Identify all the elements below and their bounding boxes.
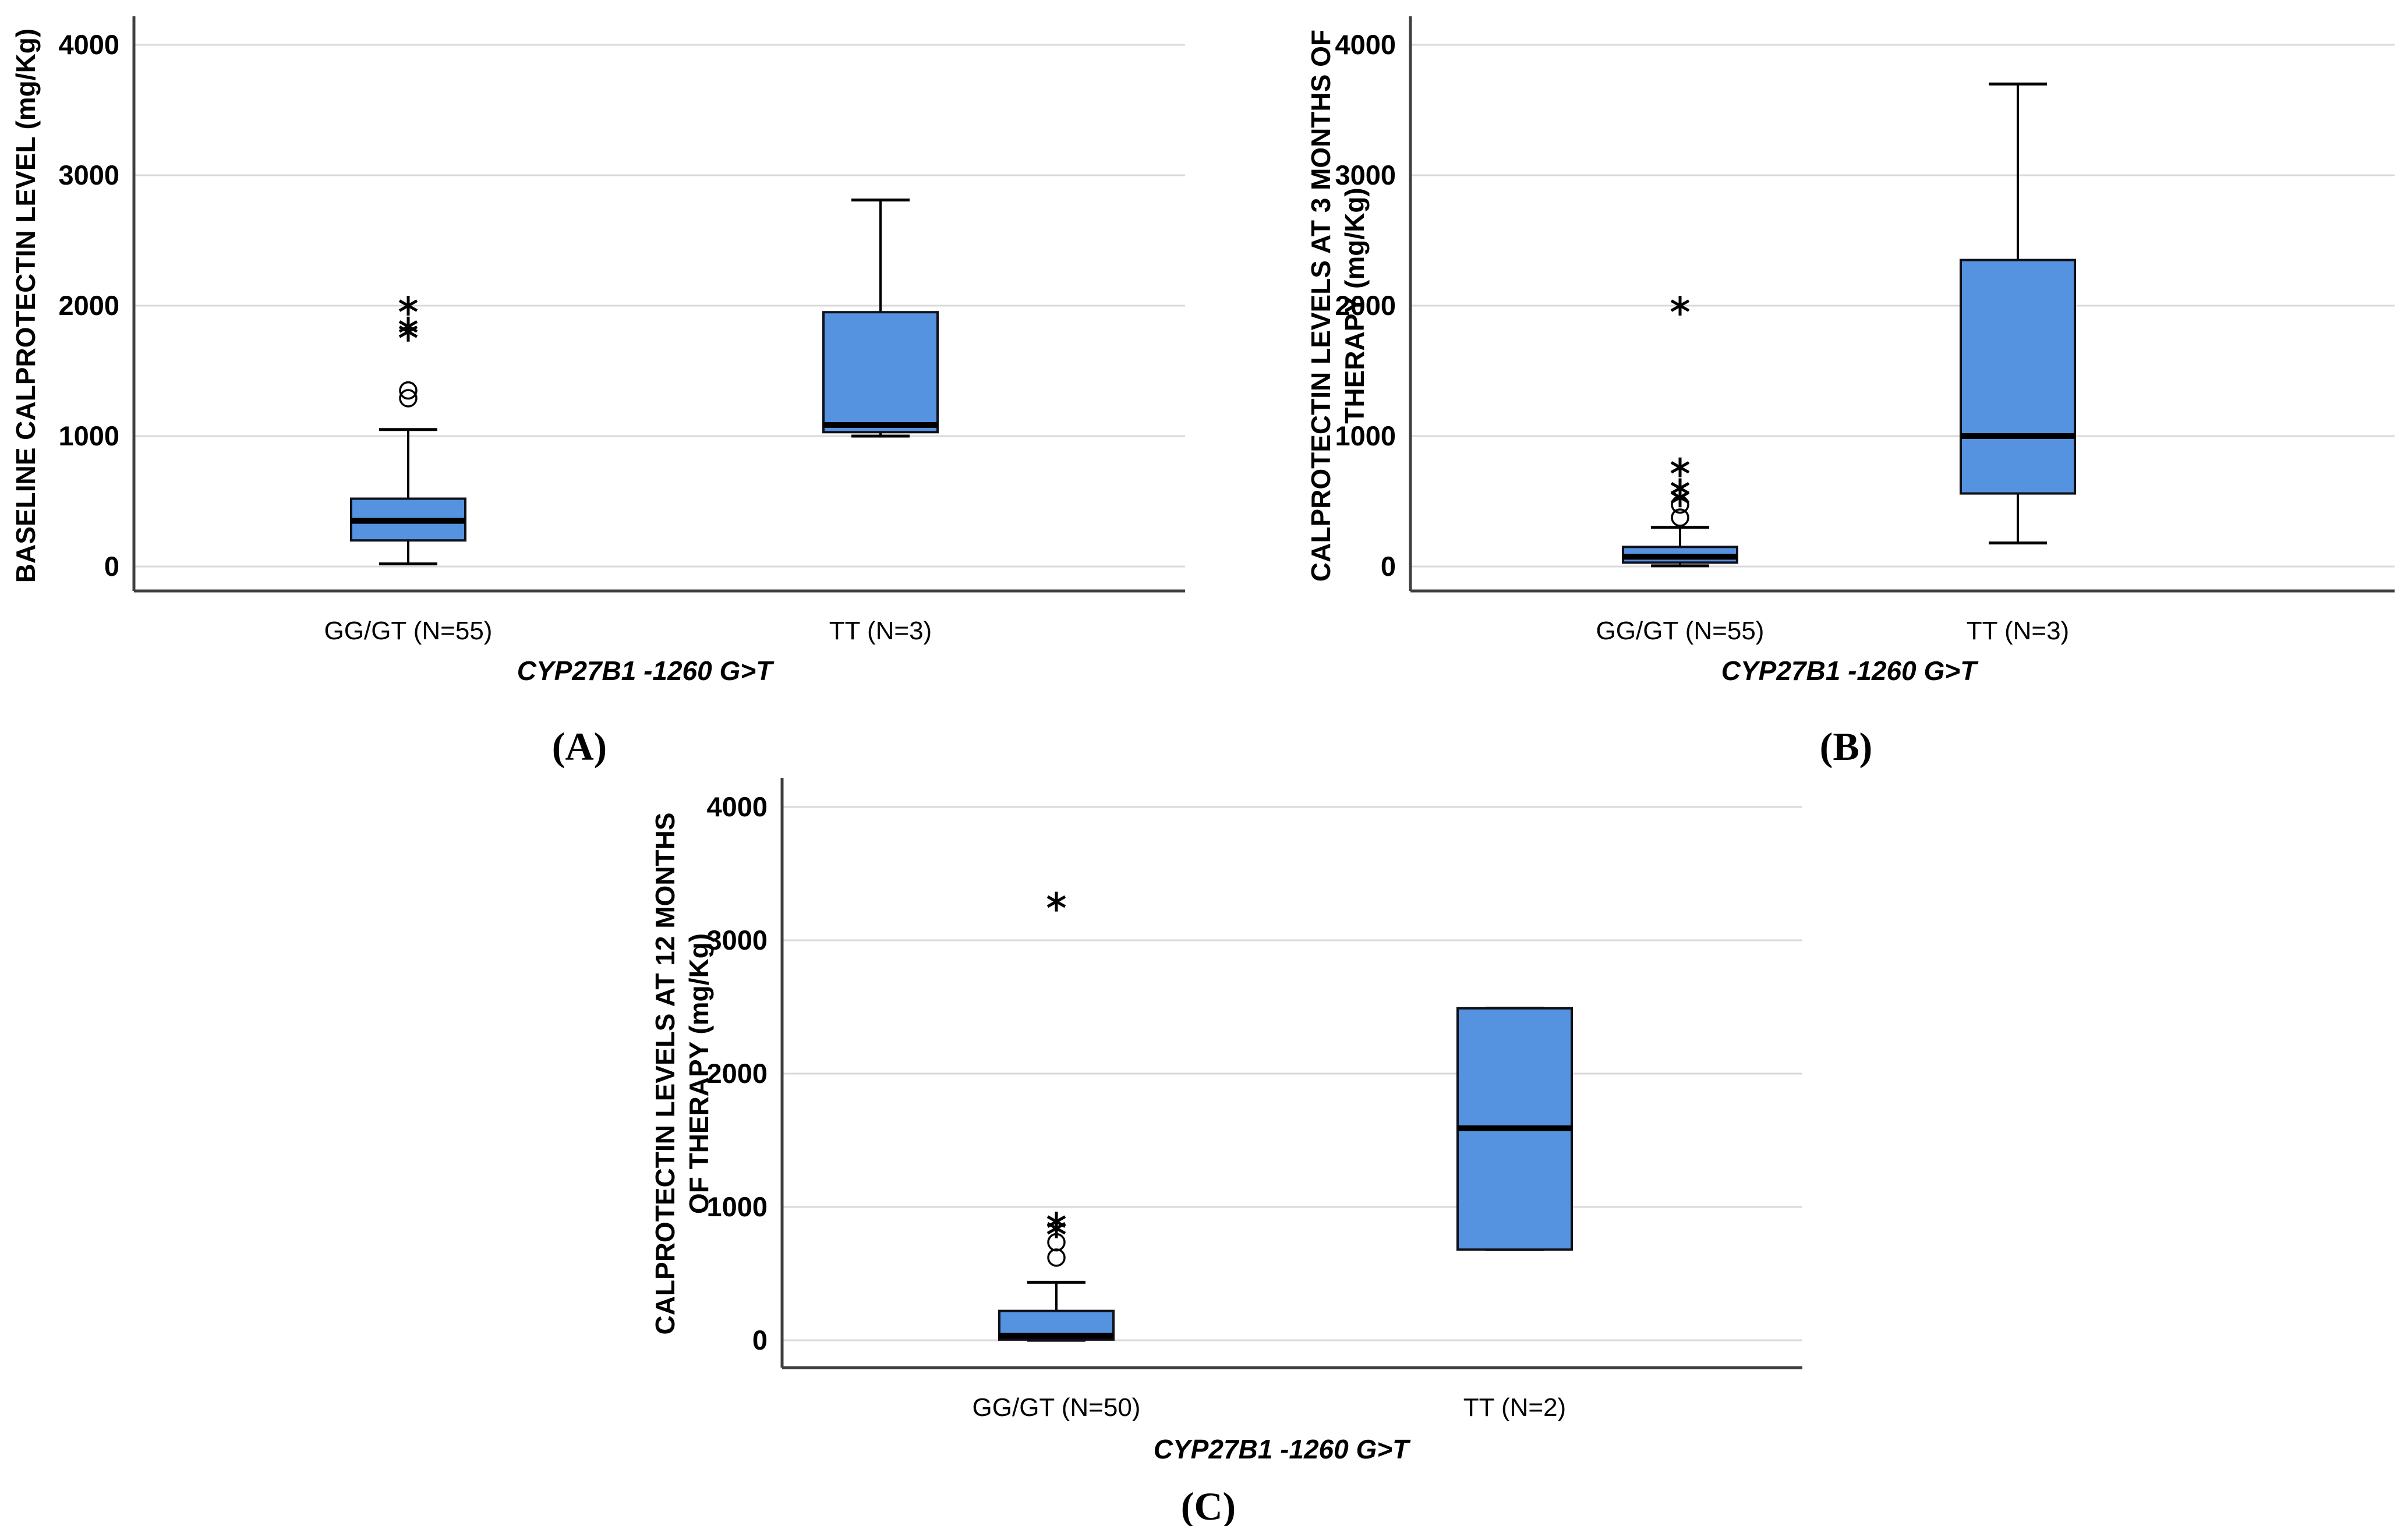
x-category-label: GG/GT (N=50) [973, 1393, 1141, 1422]
x-category-label: GG/GT (N=55) [324, 617, 493, 645]
caption-c: (C) [1181, 1484, 1236, 1526]
outlier-circle [399, 381, 418, 400]
y-axis-title: OF THERAPY (mg/Kg) [684, 933, 714, 1214]
caption-b: (B) [1820, 724, 1873, 769]
outlier-star [1670, 457, 1690, 477]
caption-a: (A) [552, 724, 607, 769]
y-tick-label: 3000 [706, 925, 768, 955]
outlier-star [1670, 478, 1690, 498]
chart-a: 0 1000 2000 3000 4000 BASELINE CALPROTECTIN L… [10, 16, 1185, 686]
outlier-circle [1047, 1248, 1066, 1267]
y-tick-label: 3000 [1335, 160, 1396, 190]
y-tick-label: 1000 [706, 1191, 768, 1222]
x-category-label: TT (N=3) [1967, 617, 2069, 645]
y-axis-title: CALPROTECTIN LEVELS AT 3 MONTHS OF [1306, 30, 1336, 582]
x-category-label: GG/GT (N=55) [1596, 617, 1765, 645]
y-tick-label: 4000 [58, 29, 119, 60]
y-axis-title: BASELINE CALPROTECTIN LEVEL (mg/Kg) [10, 29, 41, 583]
outlier-star [398, 296, 418, 316]
outlier-star [398, 316, 418, 337]
y-tick-label: 1000 [58, 420, 119, 451]
outlier-star [1670, 296, 1690, 316]
y-tick-label: 0 [104, 551, 119, 582]
x-axis-title: CYP27B1 -1260 G>T [1154, 1434, 1411, 1464]
x-axis-title: CYP27B1 -1260 G>T [517, 656, 775, 686]
y-tick-label: 0 [752, 1325, 768, 1355]
chart-c: 0 1000 2000 3000 4000 CALPROTECTIN LEVELS AT … [650, 778, 1802, 1464]
box [822, 311, 939, 434]
outlier-circle [399, 389, 418, 408]
y-tick-label: 0 [1381, 551, 1396, 582]
y-tick-label: 4000 [706, 791, 768, 822]
y-axis-title: THERAPY (mg/Kg) [1339, 187, 1370, 424]
y-tick-label: 2000 [1335, 290, 1396, 321]
outlier-star [1046, 1212, 1066, 1232]
y-tick-label: 1000 [1335, 420, 1396, 451]
y-axis-title: CALPROTECTIN LEVELS AT 12 MONTHS [650, 812, 680, 1334]
x-category-label: TT (N=3) [829, 617, 932, 645]
box [1960, 259, 2076, 495]
x-axis-title: CYP27B1 -1260 G>T [1721, 656, 1979, 686]
y-tick-label: 2000 [58, 290, 119, 321]
y-tick-label: 4000 [1335, 29, 1396, 60]
y-tick-label: 2000 [706, 1058, 768, 1089]
outlier-circle [1671, 508, 1689, 527]
outlier-star [1046, 891, 1066, 912]
x-category-label: TT (N=2) [1463, 1393, 1566, 1422]
y-tick-label: 3000 [58, 160, 119, 190]
